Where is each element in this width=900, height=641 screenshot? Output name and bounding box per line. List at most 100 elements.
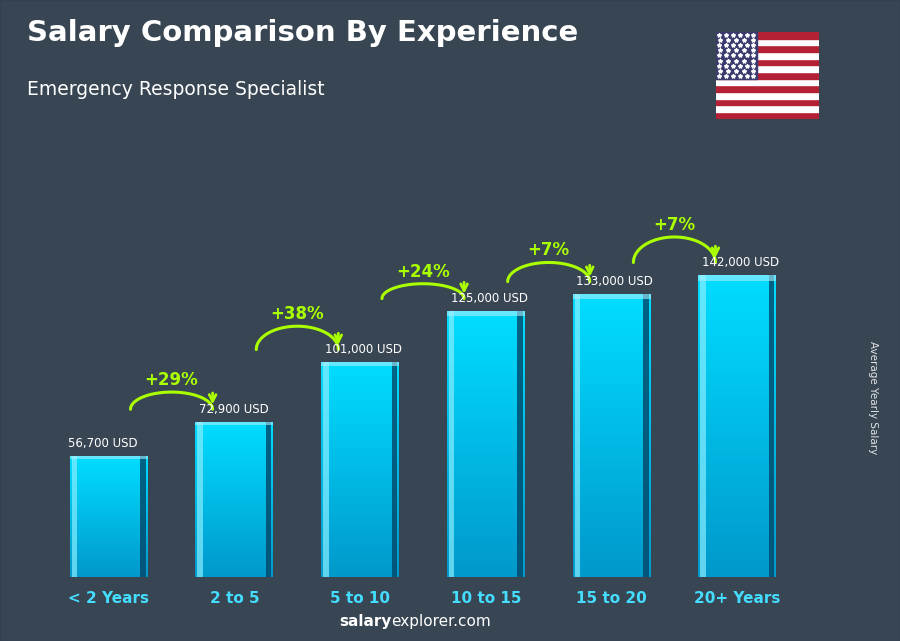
Bar [698, 305, 777, 309]
Bar [449, 312, 454, 577]
Bar [72, 456, 77, 577]
Bar [769, 275, 774, 577]
Bar [69, 497, 148, 499]
Bar [447, 345, 525, 348]
Bar [321, 427, 399, 429]
Bar [572, 326, 651, 329]
Bar [69, 542, 148, 544]
Bar [195, 469, 274, 470]
Bar [698, 426, 777, 430]
Bar [321, 448, 399, 451]
Bar [195, 461, 274, 463]
Bar [321, 424, 399, 427]
Bar [572, 397, 651, 400]
Bar [69, 576, 148, 577]
Bar [321, 403, 399, 405]
Bar [69, 500, 148, 502]
Bar [69, 533, 148, 535]
Bar [195, 424, 274, 426]
Text: 101,000 USD: 101,000 USD [325, 343, 402, 356]
Bar [698, 547, 777, 551]
Bar [321, 413, 399, 416]
Bar [195, 505, 274, 507]
Bar [572, 464, 651, 467]
Bar [572, 481, 651, 485]
Bar [195, 495, 274, 497]
Bar [321, 494, 399, 496]
Bar [69, 464, 148, 465]
Bar [195, 507, 274, 509]
Bar [572, 400, 651, 404]
Bar [69, 567, 148, 568]
Bar [69, 512, 148, 513]
Bar [195, 567, 274, 569]
Bar [572, 488, 651, 492]
Bar [698, 449, 777, 453]
Bar [195, 426, 274, 428]
Bar [447, 544, 525, 547]
Bar [69, 538, 148, 539]
Bar [572, 379, 651, 383]
Bar [140, 456, 146, 577]
Bar [69, 470, 148, 472]
Bar [572, 340, 651, 344]
Bar [572, 535, 651, 538]
Bar [572, 422, 651, 425]
Bar [69, 462, 148, 464]
Bar [698, 501, 777, 505]
Bar [572, 446, 651, 450]
Bar [572, 372, 651, 376]
Bar [698, 494, 777, 497]
Bar [447, 401, 525, 404]
Bar [572, 312, 651, 315]
Bar [572, 559, 651, 563]
Bar [572, 439, 651, 443]
Bar [195, 537, 274, 538]
Bar [698, 343, 777, 347]
Bar [69, 524, 148, 526]
Bar [321, 429, 399, 432]
Bar [195, 528, 274, 531]
Bar [698, 433, 777, 437]
Bar [195, 449, 274, 451]
Bar [447, 424, 525, 428]
Bar [572, 471, 651, 474]
Bar [572, 460, 651, 464]
Bar [572, 453, 651, 457]
Bar [716, 85, 819, 92]
Bar [572, 432, 651, 436]
Bar [447, 378, 525, 381]
Bar [698, 520, 777, 524]
Bar [69, 556, 148, 557]
Bar [572, 301, 651, 305]
Bar [698, 392, 777, 396]
Bar [447, 437, 525, 441]
Bar [69, 526, 148, 527]
Bar [698, 302, 777, 305]
Bar [698, 320, 777, 324]
Bar [572, 390, 651, 393]
Bar [447, 534, 525, 537]
Bar [572, 474, 651, 478]
Bar [195, 422, 274, 424]
Bar [69, 494, 148, 495]
Bar [447, 560, 525, 563]
Bar [447, 365, 525, 368]
Bar [69, 495, 148, 497]
Bar [69, 490, 148, 491]
Bar [195, 538, 274, 540]
Bar [572, 499, 651, 503]
Bar [195, 467, 274, 469]
Bar [572, 411, 651, 415]
Bar [698, 347, 777, 351]
Bar [698, 437, 777, 441]
Bar [321, 523, 399, 526]
Bar [321, 405, 399, 408]
Bar [447, 567, 525, 570]
Bar [69, 456, 148, 458]
Bar [572, 467, 651, 471]
Bar [572, 383, 651, 386]
Bar [321, 454, 399, 456]
Bar [572, 429, 651, 432]
Bar [447, 474, 525, 478]
